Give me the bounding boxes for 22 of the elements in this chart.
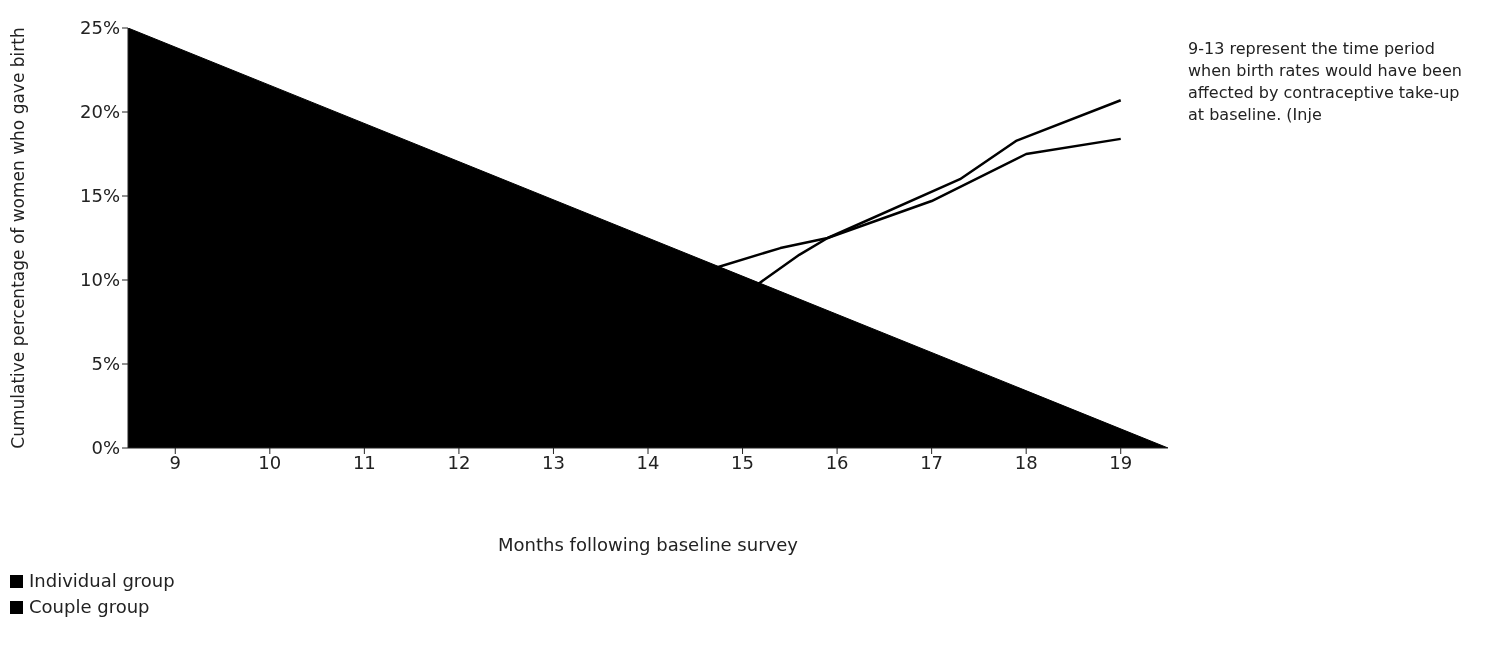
x-tick-label: 19 bbox=[1109, 451, 1133, 473]
x-tick-label: 13 bbox=[542, 451, 565, 473]
legend-label: Couple group bbox=[29, 595, 150, 619]
x-tick-label: 10 bbox=[258, 451, 282, 473]
y-tick-label: 10% bbox=[79, 269, 120, 291]
text: 9-13 represent the time period when birth rates would have been affected by contraceptive take-up at baseline. (Inje bbox=[1188, 38, 1463, 126]
x-tick-label: 16 bbox=[825, 451, 849, 473]
x-tick-label: 15 bbox=[731, 451, 754, 473]
legend-label: Individual group bbox=[29, 569, 175, 593]
y-tick-label: 15% bbox=[79, 185, 120, 207]
y-tick-label: 5% bbox=[91, 353, 120, 375]
y-tick-label: 0% bbox=[91, 437, 120, 459]
y-tick-label: 25% bbox=[79, 17, 120, 39]
x-axis-title: Months following baseline survey bbox=[498, 533, 799, 555]
y-tick-label: 20% bbox=[79, 101, 120, 123]
x-tick-label: 18 bbox=[1014, 451, 1038, 473]
x-tick-label: 14 bbox=[636, 451, 660, 473]
x-tick-label: 12 bbox=[447, 451, 471, 473]
y-axis-title: Cumulative percentage of women who gave birth bbox=[8, 27, 29, 449]
x-tick-label: 9 bbox=[169, 451, 181, 473]
x-tick-label: 17 bbox=[920, 451, 944, 473]
x-tick-label: 11 bbox=[352, 451, 376, 473]
